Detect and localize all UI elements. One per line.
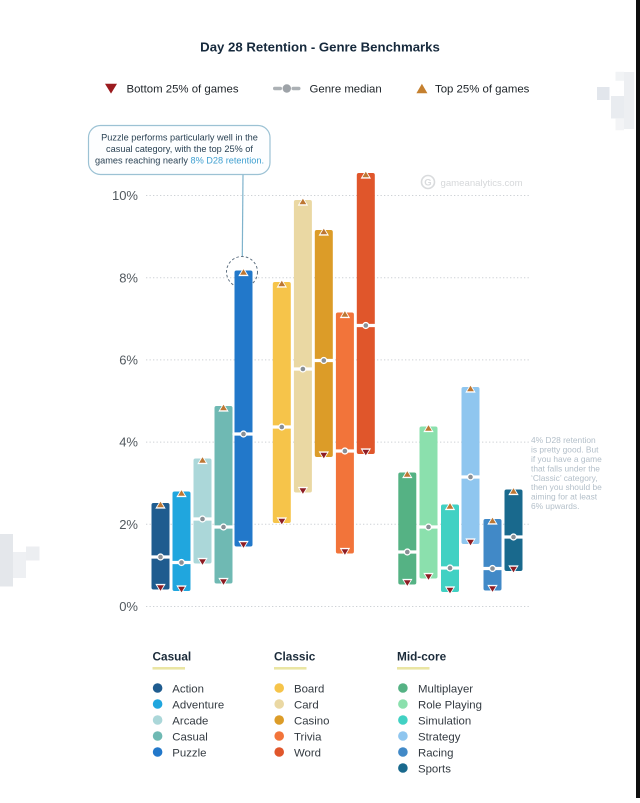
svg-text:Mid-core: Mid-core [397, 650, 447, 664]
svg-text:Day 28 Retention - Genre Bench: Day 28 Retention - Genre Benchmarks [200, 40, 440, 55]
svg-text:Casino: Casino [294, 715, 329, 727]
svg-text:casual category, with the top: casual category, with the top 25% of [106, 144, 253, 154]
svg-text:4%: 4% [119, 435, 138, 450]
svg-text:Classic: Classic [274, 650, 316, 664]
svg-text:that falls under the: that falls under the [531, 463, 600, 473]
svg-text:Top 25% of games: Top 25% of games [435, 84, 530, 96]
svg-text:Puzzle: Puzzle [172, 747, 206, 759]
svg-text:Simulation: Simulation [418, 715, 471, 727]
svg-text:Multiplayer: Multiplayer [418, 683, 473, 695]
svg-text:Action: Action [172, 683, 204, 695]
svg-text:10%: 10% [112, 188, 138, 203]
svg-text:4% D28 retention: 4% D28 retention [531, 435, 596, 445]
svg-text:0%: 0% [119, 599, 138, 614]
svg-text:G: G [424, 178, 431, 189]
svg-text:6% upwards.: 6% upwards. [531, 501, 579, 511]
svg-text:Word: Word [294, 747, 321, 759]
svg-text:is pretty good. But: is pretty good. But [531, 445, 599, 455]
svg-text:8%: 8% [119, 270, 138, 285]
svg-text:2%: 2% [119, 517, 138, 532]
svg-text:then you should be: then you should be [531, 482, 602, 492]
svg-text:Trivia: Trivia [294, 731, 322, 743]
svg-text:Casual: Casual [153, 650, 192, 664]
svg-text:gameanalytics.com: gameanalytics.com [441, 178, 523, 189]
svg-text:games reaching nearly 8% D28 r: games reaching nearly 8% D28 retention. [95, 156, 264, 166]
svg-text:Strategy: Strategy [418, 731, 461, 743]
svg-text:Role Playing: Role Playing [418, 699, 482, 711]
svg-text:Adventure: Adventure [172, 699, 224, 711]
svg-text:aiming for at least: aiming for at least [531, 492, 598, 502]
svg-text:Arcade: Arcade [172, 715, 208, 727]
svg-text:Racing: Racing [418, 747, 453, 759]
svg-text:Sports: Sports [418, 763, 451, 775]
svg-text:‘Classic’ category,: ‘Classic’ category, [531, 473, 598, 483]
svg-text:if you have a game: if you have a game [531, 454, 602, 464]
svg-text:6%: 6% [119, 353, 138, 368]
svg-text:Genre median: Genre median [310, 84, 382, 96]
svg-text:Casual: Casual [172, 731, 207, 743]
svg-text:Card: Card [294, 699, 319, 711]
svg-text:Bottom 25% of games: Bottom 25% of games [127, 84, 239, 96]
svg-text:Board: Board [294, 683, 324, 695]
svg-text:Puzzle performs particularly w: Puzzle performs particularly well in the [101, 133, 258, 143]
